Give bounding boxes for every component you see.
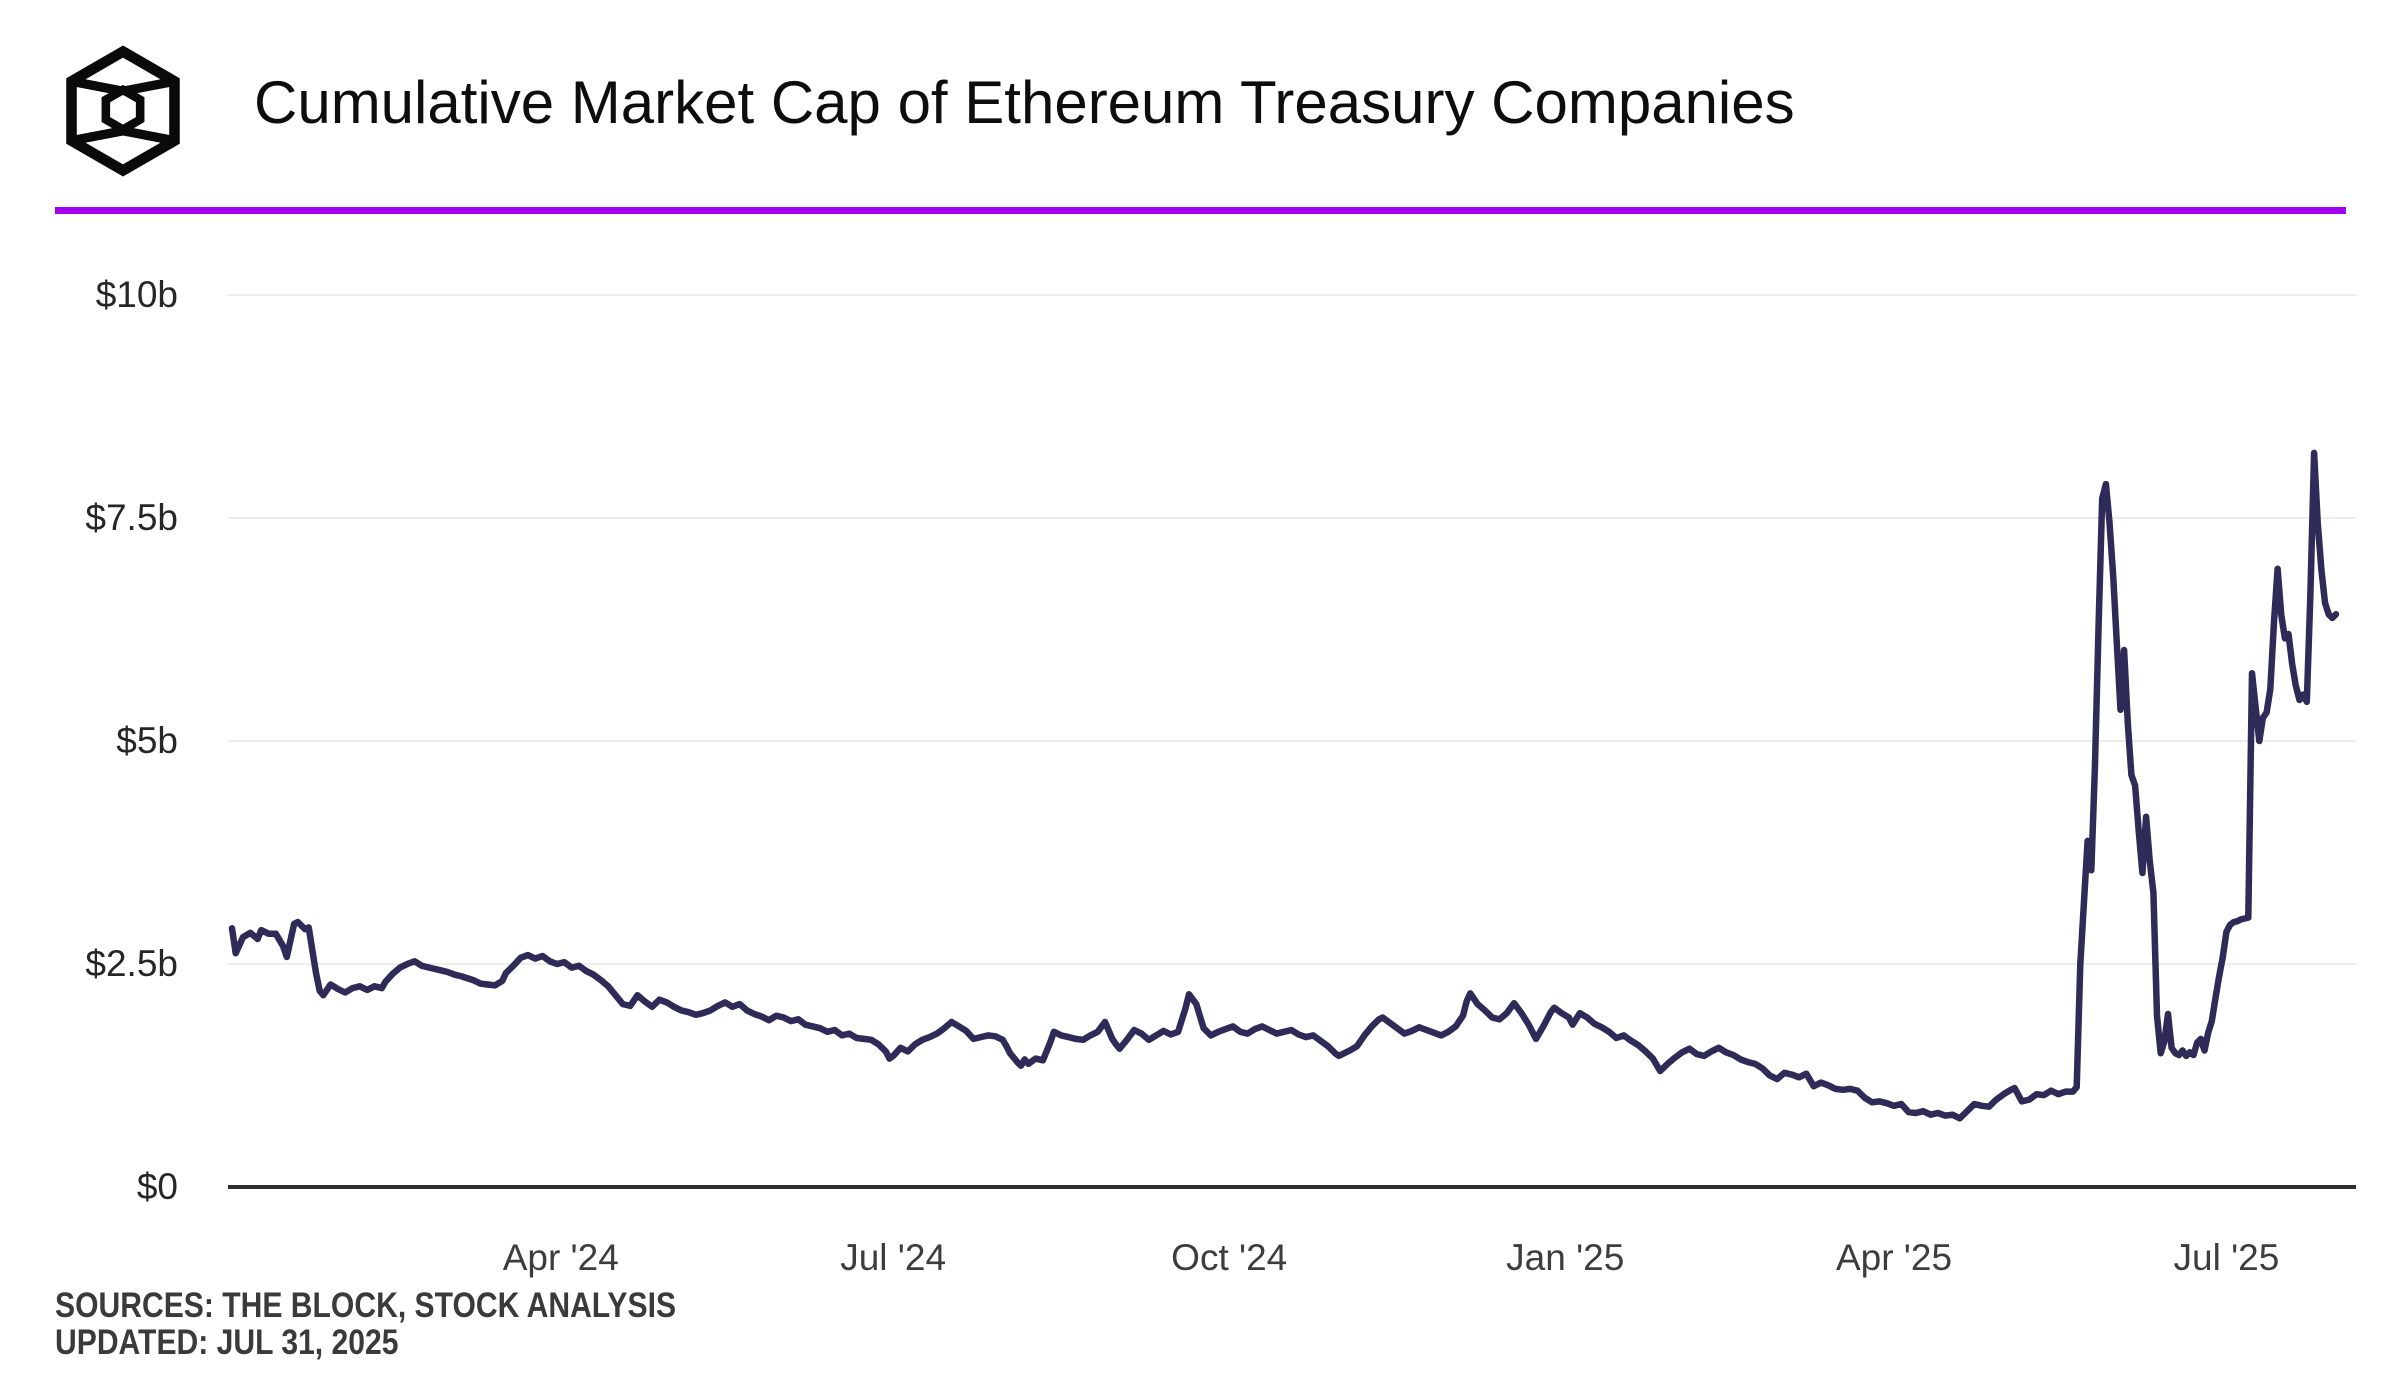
x-axis-label: Oct '24 <box>1171 1237 1288 1278</box>
header-divider <box>55 207 2346 214</box>
updated-note: UPDATED: JUL 31, 2025 <box>55 1323 399 1363</box>
y-axis-label: $2.5b <box>85 943 178 984</box>
y-axis-label: $5b <box>116 720 178 761</box>
y-axis-label: $0 <box>136 1166 178 1207</box>
x-axis-label: Jul '25 <box>2173 1237 2280 1278</box>
y-axis-label: $7.5b <box>85 497 178 538</box>
sources-note: SOURCES: THE BLOCK, STOCK ANALYSIS <box>55 1286 677 1325</box>
market-cap-line <box>228 449 2340 1122</box>
page-title: Cumulative Market Cap of Ethereum Treasu… <box>254 69 1795 136</box>
y-axis-label: $10b <box>95 274 178 315</box>
x-axis-label: Jan '25 <box>1506 1237 1625 1278</box>
footer-notes: SOURCES: THE BLOCK, STOCK ANALYSIS UPDAT… <box>55 1287 777 1361</box>
x-axis-label: Apr '24 <box>502 1237 619 1278</box>
x-axis-label: Apr '25 <box>1835 1237 1953 1278</box>
the-block-logo-icon <box>66 45 180 177</box>
x-axis-label: Jul '24 <box>840 1237 947 1278</box>
